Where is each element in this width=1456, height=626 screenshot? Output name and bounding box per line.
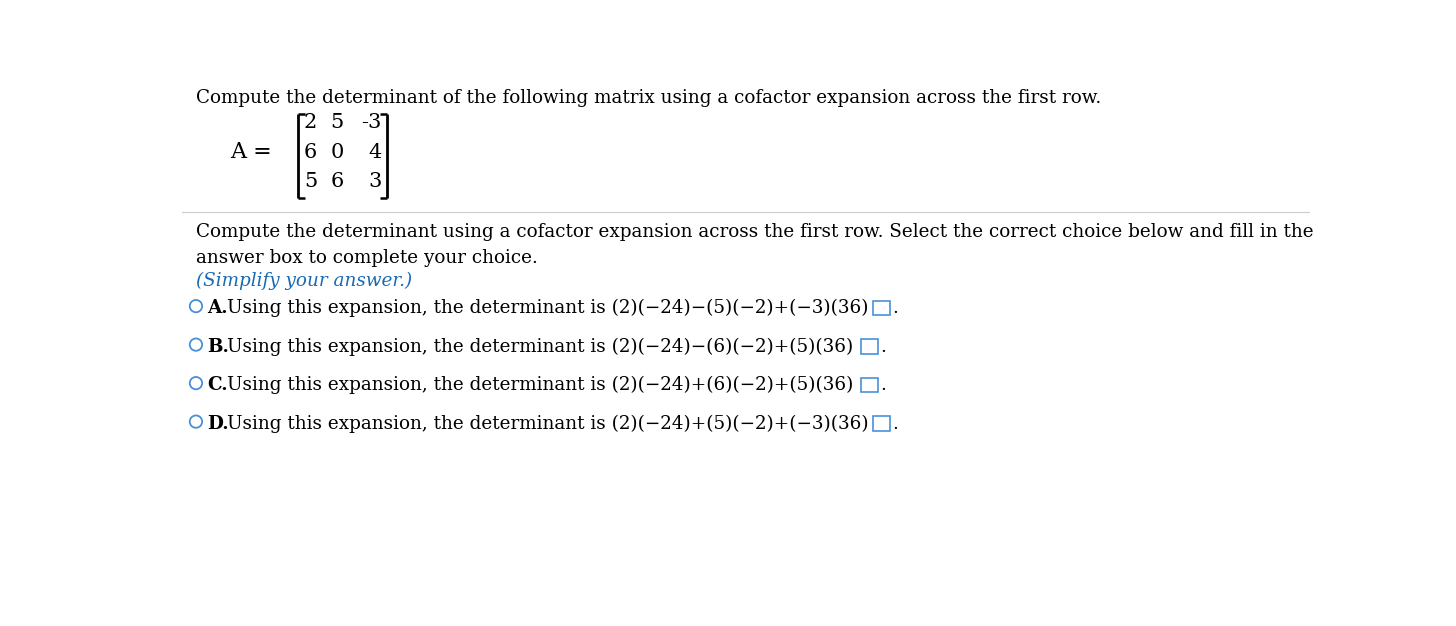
Text: .: . <box>893 414 898 433</box>
Text: 5: 5 <box>331 113 344 132</box>
Text: Compute the determinant using a cofactor expansion across the first row. Select : Compute the determinant using a cofactor… <box>197 223 1313 267</box>
Text: D.: D. <box>208 414 229 433</box>
Text: Using this expansion, the determinant is (2)(−24)+(6)(−2)+(5)(36) =: Using this expansion, the determinant is… <box>227 376 875 394</box>
FancyBboxPatch shape <box>862 377 878 393</box>
Text: .: . <box>891 299 898 317</box>
Text: Compute the determinant of the following matrix using a cofactor expansion acros: Compute the determinant of the following… <box>197 89 1101 107</box>
Text: A =: A = <box>230 141 272 163</box>
Text: 6: 6 <box>331 172 344 191</box>
Text: C.: C. <box>208 376 229 394</box>
Text: 2: 2 <box>304 113 317 132</box>
Text: 0: 0 <box>331 143 344 162</box>
Text: (Simplify your answer.): (Simplify your answer.) <box>197 272 412 290</box>
FancyBboxPatch shape <box>874 300 890 316</box>
Text: Using this expansion, the determinant is (2)(−24)+(5)(−2)+(−3)(36) =: Using this expansion, the determinant is… <box>227 414 890 433</box>
FancyBboxPatch shape <box>874 416 890 431</box>
Text: 5: 5 <box>304 172 317 191</box>
Text: 6: 6 <box>304 143 317 162</box>
Text: A.: A. <box>208 299 229 317</box>
Text: 4: 4 <box>368 143 381 162</box>
Text: .: . <box>879 376 885 394</box>
Text: Using this expansion, the determinant is (2)(−24)−(5)(−2)+(−3)(36) =: Using this expansion, the determinant is… <box>227 299 890 317</box>
Text: B.: B. <box>208 337 230 356</box>
Text: .: . <box>879 337 885 356</box>
Text: Using this expansion, the determinant is (2)(−24)−(6)(−2)+(5)(36) =: Using this expansion, the determinant is… <box>227 337 875 356</box>
FancyBboxPatch shape <box>862 339 878 354</box>
Text: -3: -3 <box>361 113 381 132</box>
Text: 3: 3 <box>368 172 381 191</box>
